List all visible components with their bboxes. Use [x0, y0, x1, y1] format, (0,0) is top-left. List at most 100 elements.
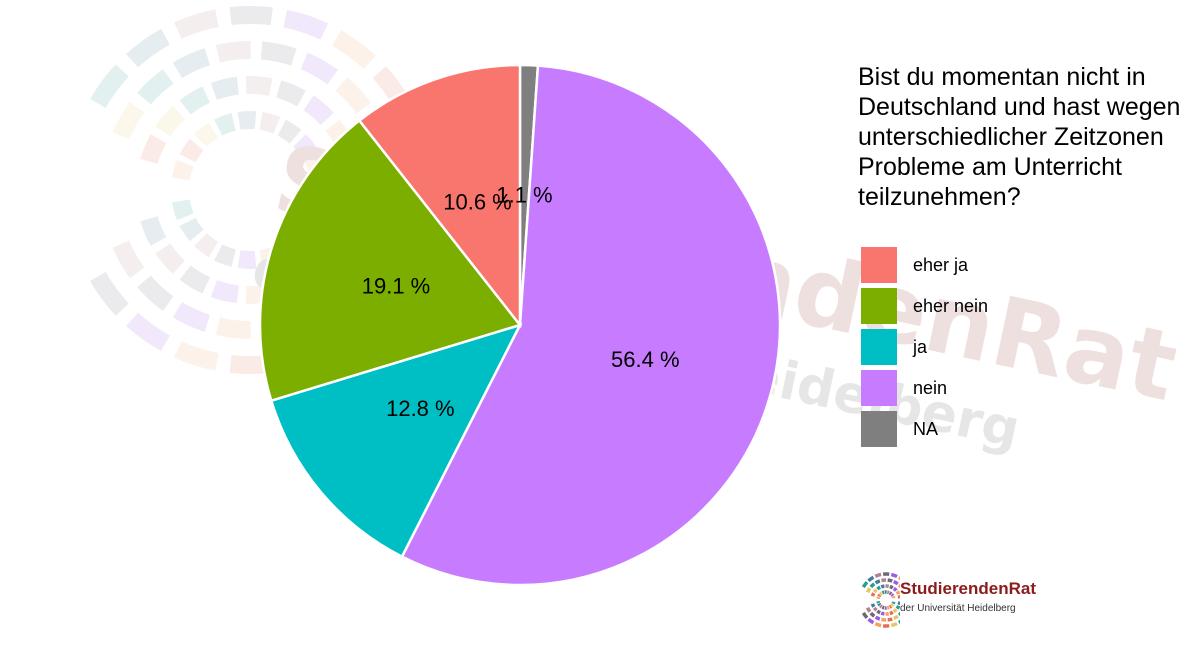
arc-segment — [292, 134, 318, 159]
arc-segment — [155, 243, 186, 274]
arc-segment — [194, 232, 219, 258]
arc-segment — [245, 76, 273, 96]
legend-label-eher-ja: eher ja — [913, 254, 969, 275]
legend-item-eher-ja: eher ja — [861, 247, 968, 283]
arc-segment — [112, 101, 145, 140]
arc-segment — [194, 122, 219, 148]
arc-segment — [174, 9, 219, 39]
arc-segment — [887, 617, 893, 622]
arc-segment — [877, 593, 882, 598]
arc-segment — [880, 611, 885, 616]
pie-label-nein: 56.4 % — [611, 347, 680, 372]
arc-segment — [276, 80, 306, 107]
arc-segment — [891, 601, 896, 605]
arc-segment — [888, 591, 893, 596]
logo-subtitle: der Universität Heidelberg — [900, 603, 1016, 614]
legend-key-na — [861, 411, 897, 447]
arc-segment — [877, 602, 882, 607]
arc-segment — [872, 588, 878, 594]
legend-label-na: NA — [913, 418, 939, 439]
pie-slice-eher-nein — [258, 118, 523, 403]
arc-segment — [867, 575, 875, 583]
arc-segment — [125, 312, 171, 352]
arc-segment — [867, 617, 875, 625]
arc-segment — [897, 594, 902, 599]
arc-segment — [876, 585, 881, 591]
arc-segment — [865, 587, 872, 593]
legend-key-nein — [861, 370, 897, 406]
logo-title-part1: Studierenden — [900, 579, 1009, 598]
arc-segment — [260, 41, 297, 66]
arc-segment — [112, 240, 145, 279]
arc-segment — [869, 611, 876, 618]
arc-segment — [335, 77, 371, 114]
arc-segment — [137, 275, 174, 311]
legend-label-eher-nein: eher nein — [913, 295, 989, 316]
arc-segment — [171, 159, 194, 181]
legend-label-ja: ja — [913, 336, 928, 357]
arc-segment — [90, 271, 129, 316]
arc-segment — [861, 611, 869, 619]
arc-segment — [210, 76, 240, 100]
arc-segment — [869, 582, 876, 589]
arc-segment — [897, 617, 905, 625]
arc-segment — [140, 216, 167, 246]
arc-segment — [870, 603, 876, 608]
pie-slice-eher-ja — [357, 63, 522, 329]
logo: StudierendenRat der Universität Heidelbe… — [856, 570, 1056, 630]
arc-segment — [874, 615, 881, 621]
pie-labels: 1.1 % 56.4 % 12.8 % 19.1 % 10.6 % — [362, 183, 680, 421]
arc-segment — [886, 590, 890, 595]
arc-segment — [879, 604, 883, 609]
arc-segment — [890, 603, 895, 607]
arc-segment — [874, 572, 882, 578]
arc-segment — [300, 52, 339, 85]
arc-segment — [210, 280, 240, 304]
arc-segment — [283, 9, 329, 40]
arc-segment — [155, 106, 186, 137]
arc-segment — [874, 579, 881, 585]
pie-label-eher-nein: 19.1 % — [362, 273, 431, 298]
arc-segment — [890, 572, 898, 579]
arc-segment — [172, 301, 211, 332]
arc-segment — [179, 86, 211, 115]
legend-key-eher-nein — [861, 288, 897, 324]
arc-segment — [889, 584, 894, 590]
arc-segment — [881, 590, 885, 595]
arc-segment — [331, 30, 376, 69]
arc-segment — [237, 111, 257, 130]
arc-segment — [90, 64, 129, 109]
arc-segment — [881, 605, 885, 610]
arc-segment — [876, 596, 881, 600]
arc-segment — [172, 48, 211, 79]
pie-label-eher-ja: 10.6 % — [443, 190, 512, 215]
arc-segment — [880, 584, 885, 589]
pie-chart — [258, 63, 782, 587]
arc-segment — [881, 617, 887, 622]
pie-label-na: 1.1 % — [496, 183, 552, 208]
arc-segment — [890, 593, 895, 597]
arc-segment — [870, 592, 876, 597]
logo-arcs-icon — [861, 572, 914, 628]
arc-segment — [215, 41, 251, 63]
arc-segment — [125, 28, 171, 68]
arc-segment — [892, 608, 898, 614]
arc-segment — [237, 250, 257, 269]
arc-segment — [892, 586, 898, 592]
legend-key-ja — [861, 329, 897, 365]
arc-segment — [893, 579, 899, 586]
arc-segment — [137, 69, 174, 105]
arc-segment — [876, 609, 881, 615]
arc-segment — [179, 217, 204, 242]
arc-segment — [179, 138, 204, 163]
arc-segment — [171, 199, 194, 221]
arc-segment — [887, 578, 893, 583]
arc-segment — [879, 591, 883, 596]
arc-segment — [215, 317, 251, 339]
legend-item-eher-nein: eher nein — [861, 288, 988, 324]
arc-segment — [874, 622, 882, 628]
logo-title-part2: Rat — [1008, 579, 1037, 598]
arc-segment — [876, 600, 881, 604]
arc-segment — [891, 595, 896, 599]
